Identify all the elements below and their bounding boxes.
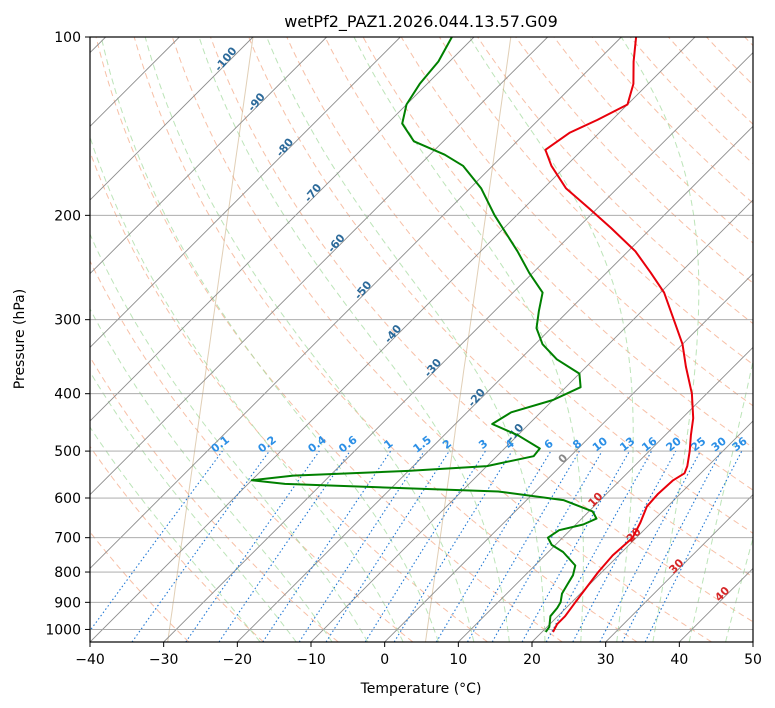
moist-adiabat-line [198,37,510,642]
reference-curve [167,37,254,642]
profile-lines [250,37,695,633]
isotherm-line [90,37,475,422]
dry-adiabat-line [90,259,414,642]
y-tick-label: 1000 [45,622,81,638]
moist-adiabat-line [90,426,261,642]
isotherm-line [90,37,401,348]
dry-adiabat-line [324,37,753,491]
isotherm-line [163,52,753,642]
x-tick-label: 20 [523,652,541,668]
mixing-ratio-line [521,450,630,642]
y-axis-ticks: 100 200 300 400 500 600 700 800 900 1000 [45,30,90,638]
moist-adiabat-line [688,358,753,642]
dry-adiabat-line [286,37,753,534]
isotherm-line [90,37,696,642]
mixing-ratio-line [131,450,270,642]
moist-adiabat-line [90,370,297,642]
moist-adiabat-line [90,135,404,642]
y-tick-label: 700 [54,531,81,547]
mixing-ratio-line [393,450,513,642]
y-tick-label: 800 [54,565,81,581]
reference-curve [425,37,512,642]
isotherm-line [90,37,327,275]
dry-adiabat-line [90,356,339,642]
y-tick-label: 400 [54,387,81,403]
x-tick-label: 0 [380,652,389,668]
mixing-ratio-line [185,450,320,642]
moist-adiabat-line [620,37,700,642]
moist-adiabat-line [90,232,369,642]
x-tick-label: −10 [296,652,326,668]
moist-adiabat-line [266,37,546,642]
dry-adiabat-line [90,445,264,642]
moist-adiabat-line [725,536,753,642]
y-tick-label: 600 [54,491,81,507]
x-tick-label: −20 [223,652,253,668]
x-tick-label: 50 [744,652,762,668]
x-tick-label: 40 [670,652,688,668]
isotherm-line [605,494,753,642]
dry-adiabat-line [210,37,753,623]
isotherm-line [310,199,753,642]
background-lines [90,37,753,642]
mixing-ratio-line [572,450,677,642]
mixing-ratio-line [545,450,653,642]
y-tick-label: 500 [54,444,81,460]
x-tick-label: −30 [149,652,179,668]
moist-adiabat-line [144,37,475,642]
temperature-profile-line [544,37,695,633]
mixing-ratio-line [262,450,392,642]
mixing-ratio-line [325,450,450,642]
mixing-ratio-line [90,450,223,632]
mixing-ratio-line [298,450,425,642]
mixing-ratio-line [644,450,743,642]
x-tick-label: 10 [449,652,467,668]
isotherm-line [384,273,753,642]
moist-adiabat-line [353,37,584,642]
dry-adiabat-line [515,37,753,284]
y-tick-label: 300 [54,313,81,329]
y-axis-label: Pressure (hPa) [12,289,28,389]
moist-adiabat-line [90,308,333,642]
dewpoint-profile-line [250,37,598,633]
dry-adiabat-line [95,37,563,642]
plot-frame [89,36,754,643]
mixing-ratio-line [218,450,351,642]
isotherm-line [458,346,753,642]
chart-title: wetPf2_PAZ1.2026.044.13.57.G09 [284,12,558,32]
dry-adiabat-line [133,37,638,642]
y-tick-label: 100 [54,30,81,46]
x-tick-label: −40 [75,652,105,668]
x-tick-label: 30 [597,652,615,668]
isotherm-line [90,37,622,569]
y-tick-label: 900 [54,595,81,611]
y-tick-label: 200 [54,208,81,224]
isotherm-line [90,37,254,201]
moist-adiabat-line [100,37,439,642]
dry-adiabat-line [248,37,753,578]
isotherm-line [90,37,548,496]
isotherm-line [531,420,753,642]
x-axis-label: Temperature (°C) [360,681,482,697]
x-axis-ticks: −40 −30 −20 −10 0 10 20 30 40 50 [75,642,762,668]
dry-adiabat-line [171,37,712,642]
